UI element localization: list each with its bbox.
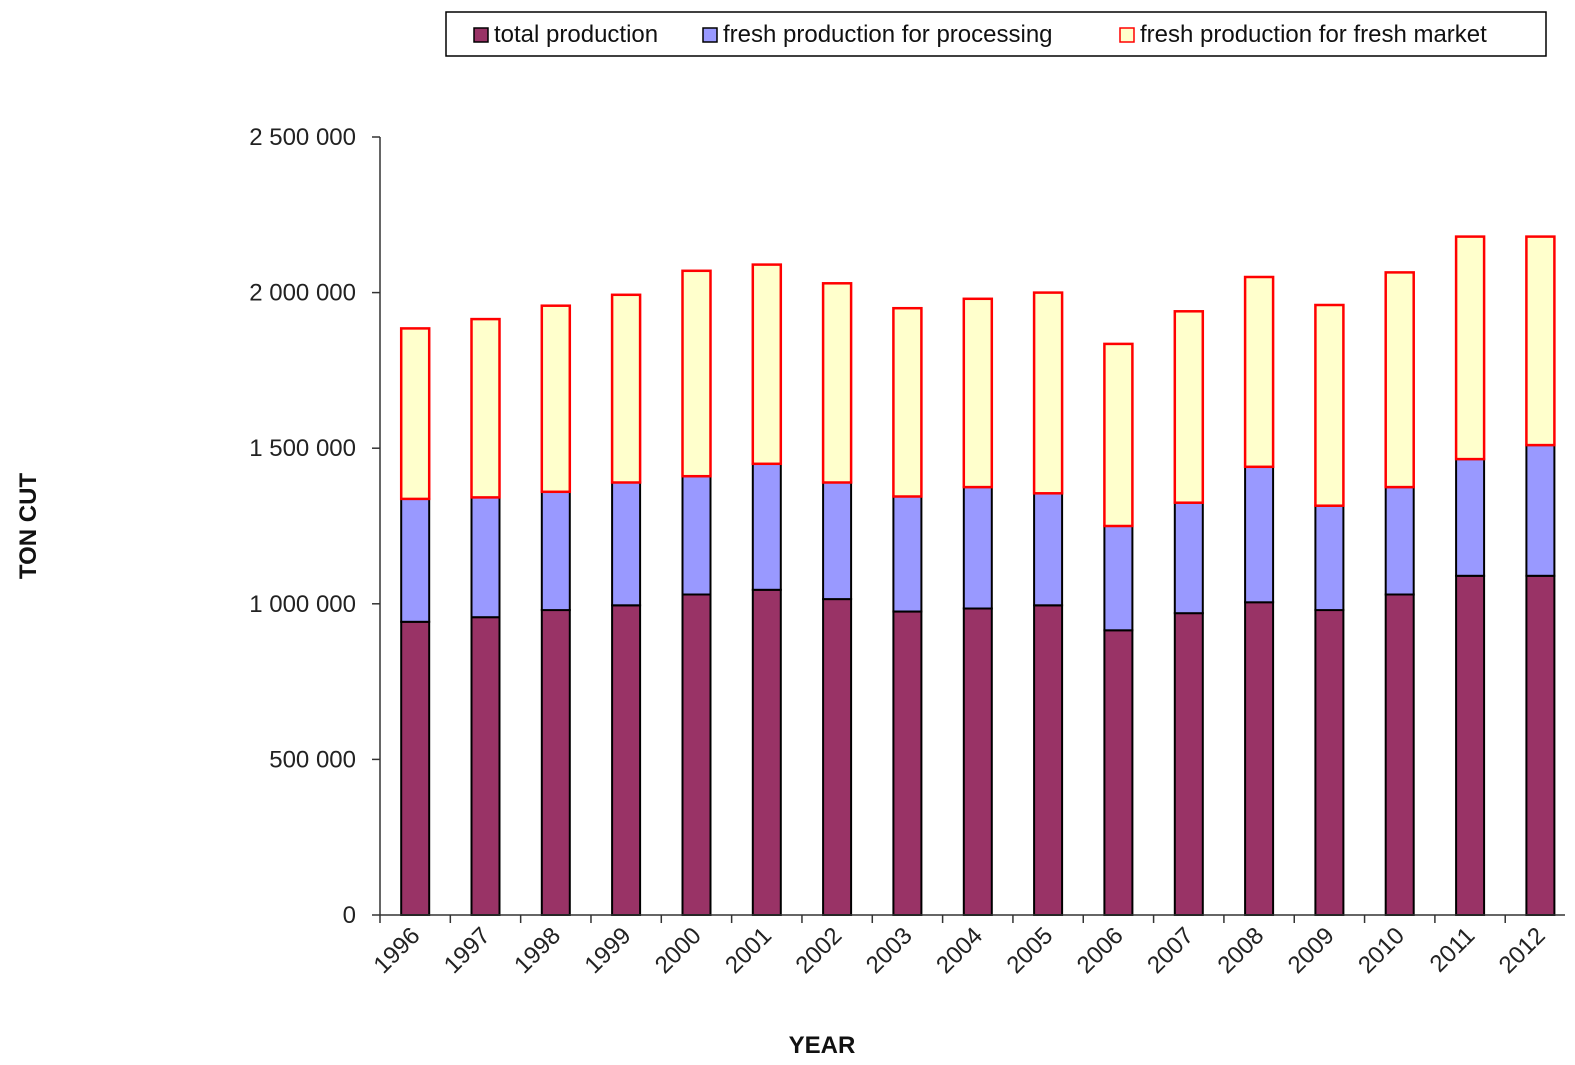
x-tick-label: 2007: [1142, 922, 1199, 979]
x-tick-label: 2001: [720, 922, 777, 979]
legend-label: fresh production for fresh market: [1140, 21, 1487, 48]
y-tick-label: 0: [343, 902, 356, 929]
bar-segment: [1244, 601, 1275, 916]
bar-segment: [1384, 271, 1415, 489]
x-axis-title: YEAR: [789, 1032, 856, 1059]
x-tick-label: 2005: [1001, 922, 1058, 979]
bar-segment: [611, 604, 642, 917]
bar-segment: [470, 317, 501, 499]
x-tick-label: 1996: [369, 922, 426, 979]
bar-segment: [611, 481, 642, 607]
legend-swatch: [1119, 27, 1135, 43]
bar-segment: [399, 327, 431, 501]
x-tick-label: 2009: [1283, 922, 1340, 979]
x-tick-label: 2004: [931, 922, 988, 979]
bar-segment: [892, 306, 923, 498]
y-tick-label: 1 500 000: [249, 435, 356, 462]
bar-segment: [892, 495, 923, 613]
bar-segment: [1314, 504, 1345, 612]
y-tick-label: 2 000 000: [249, 280, 356, 307]
y-axis-title: TON CUT: [15, 473, 42, 580]
x-tick-label: 2006: [1072, 922, 1129, 979]
bar-segment: [822, 481, 853, 601]
bar-segment: [1033, 604, 1064, 917]
bar-segment: [1173, 310, 1205, 504]
x-tick-label: 1998: [509, 922, 566, 979]
bar-segment: [681, 269, 712, 478]
bar-segment: [1314, 609, 1345, 916]
bars-layer: [399, 235, 1556, 917]
bar-segment: [751, 588, 782, 916]
bar-segment: [540, 609, 571, 916]
bar-segment: [1525, 444, 1556, 577]
legend-label: fresh production for processing: [723, 21, 1053, 48]
y-tick-label: 1 000 000: [249, 591, 356, 618]
bar-segment: [1455, 458, 1486, 577]
bar-segment: [1033, 492, 1064, 607]
x-tick-label: 2010: [1353, 922, 1410, 979]
bar-segment: [470, 616, 501, 916]
bar-segment: [540, 304, 572, 494]
bar-segment: [1032, 291, 1064, 495]
bar-segment: [1244, 465, 1275, 604]
bar-segment: [681, 593, 712, 916]
bar-segment: [540, 490, 571, 612]
bar-segment: [1103, 342, 1134, 528]
bar-segment: [1243, 275, 1275, 469]
bar-segment: [1173, 612, 1204, 916]
axes-layer: [372, 136, 1565, 923]
bar-segment: [1384, 486, 1415, 596]
bar-segment: [1455, 574, 1486, 916]
bar-segment: [1454, 235, 1486, 461]
bar-segment: [1103, 629, 1134, 916]
bar-segment: [1103, 525, 1134, 632]
bar-segment: [751, 263, 783, 466]
bar-segment: [1525, 235, 1556, 447]
bar-segment: [892, 610, 923, 916]
x-tick-label: 2011: [1425, 922, 1481, 978]
bar-segment: [962, 486, 993, 610]
y-tick-label: 500 000: [269, 746, 356, 773]
bar-segment: [822, 598, 853, 916]
bar-segment: [962, 607, 993, 916]
legend-swatch: [702, 27, 718, 43]
x-tick-label: 2000: [650, 922, 707, 979]
bar-segment: [400, 497, 431, 623]
bar-segment: [610, 293, 642, 484]
bar-segment: [1173, 501, 1204, 615]
bar-segment: [681, 475, 712, 596]
x-tick-label: 2012: [1494, 922, 1551, 979]
y-tick-label: 2 500 000: [249, 124, 356, 151]
bar-segment: [1384, 593, 1415, 916]
x-tick-label: 1997: [439, 922, 496, 979]
bar-segment: [1525, 574, 1556, 916]
bar-segment: [751, 462, 782, 591]
legend: total production fresh production for pro…: [445, 11, 1547, 57]
bar-segment: [962, 297, 994, 489]
bar-segment: [1314, 303, 1345, 507]
x-tick-label: 2008: [1212, 922, 1269, 979]
bar-segment: [470, 496, 501, 619]
x-tick-label: 1999: [580, 922, 637, 979]
legend-swatch: [473, 27, 489, 43]
x-tick-label: 2002: [791, 922, 848, 979]
legend-label: total production: [494, 21, 658, 48]
bar-segment: [821, 282, 853, 484]
legend-box: [445, 11, 1547, 57]
x-tick-label: 2003: [861, 922, 918, 979]
bar-segment: [400, 620, 431, 916]
